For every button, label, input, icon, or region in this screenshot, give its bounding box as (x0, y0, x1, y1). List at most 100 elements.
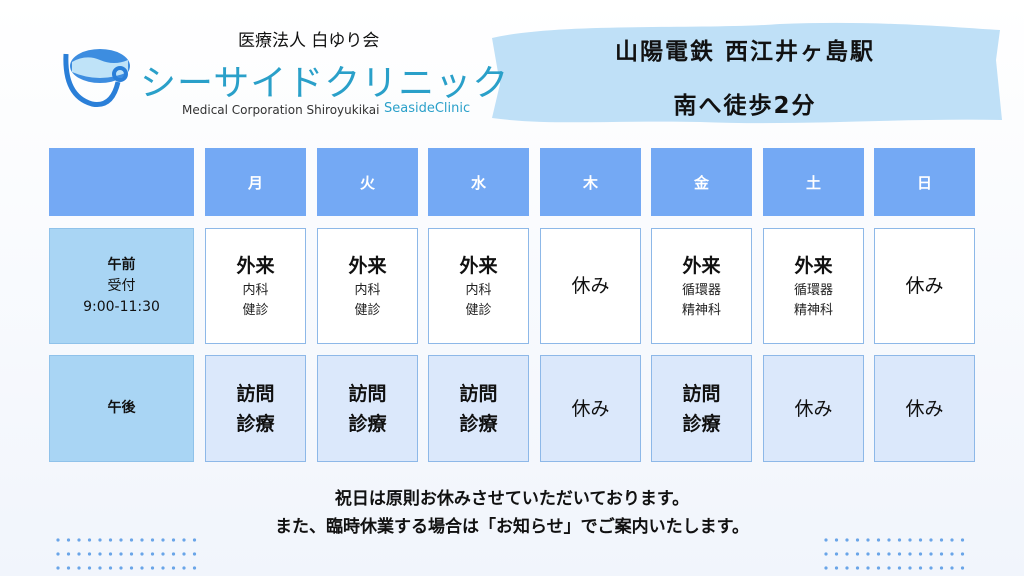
dot (897, 552, 902, 556)
dot (845, 552, 849, 556)
cell-title: 診療 (682, 412, 721, 435)
cell-sub: 精神科 (681, 303, 721, 318)
brand: SeasideClinic (384, 101, 471, 116)
dot (119, 552, 123, 556)
dot (108, 566, 113, 570)
day-header: 金 (651, 148, 752, 216)
dot (192, 566, 197, 570)
station-walk: 南へ徒歩2分 (673, 93, 817, 119)
dot (887, 552, 891, 556)
day-header: 月 (205, 148, 306, 216)
cell-title: 休み (794, 397, 833, 420)
dot (66, 552, 71, 556)
schedule-cell: 外来 内科 健診 (205, 228, 306, 344)
row-label-line: 午前 (107, 256, 136, 273)
cell-sub: 健診 (354, 303, 381, 318)
row-label-line: 9:00-11:30 (83, 298, 160, 315)
day-header: 土 (763, 148, 864, 216)
dot (855, 538, 860, 542)
dot (192, 552, 197, 556)
dot (171, 566, 176, 570)
row-label-line: 午後 (107, 400, 136, 416)
cell-title: 外来 (682, 255, 721, 277)
dots-left (56, 538, 197, 570)
dot (77, 552, 81, 556)
dot (77, 538, 81, 542)
dot (108, 538, 113, 542)
dot (192, 538, 197, 542)
dot (182, 538, 186, 542)
dot (140, 566, 144, 570)
row-label: 午前受付 9:00-11:30 (49, 228, 194, 344)
logo-icon (63, 49, 130, 108)
row-label-line: 受付 (107, 277, 136, 294)
cell-sub: 内科 (354, 283, 381, 298)
dot (182, 552, 186, 556)
note: 祝日は原則お休みさせていただいております。 (334, 489, 690, 509)
dot (960, 566, 965, 570)
cell-title: 訪問 (348, 382, 387, 405)
cell-title: 診療 (236, 412, 275, 435)
schedule-cell: 休み (540, 355, 641, 462)
cell-title: 訪問 (682, 382, 721, 405)
dot (56, 538, 60, 542)
cell-title: 外来 (459, 255, 498, 277)
schedule-cell: 訪問 診療 (205, 355, 306, 462)
dot (845, 538, 849, 542)
dot (876, 566, 881, 570)
dot (950, 552, 954, 556)
cell-sub: 循環器 (793, 283, 833, 298)
cell-title: 休み (905, 275, 944, 297)
dot (161, 552, 165, 556)
dot (66, 538, 71, 542)
dot (150, 566, 155, 570)
dot (887, 538, 891, 542)
schedule-cell: 訪問 診療 (428, 355, 529, 462)
clinic-sub: Medical Corporation Shiroyukikai (182, 103, 380, 117)
dot (161, 566, 165, 570)
dot (866, 552, 870, 556)
cell-title: 休み (571, 397, 610, 420)
dot (834, 552, 839, 556)
dot (855, 552, 860, 556)
dot (824, 552, 828, 556)
schedule-cell: 外来 循環器 精神科 (763, 228, 864, 344)
dot (866, 538, 870, 542)
day-header: 日 (874, 148, 975, 216)
dot (129, 538, 134, 542)
dot (56, 552, 60, 556)
cell-title: 休み (905, 397, 944, 420)
dot (150, 538, 155, 542)
corner-cell (49, 148, 194, 216)
org: 医療法人 白ゆり会 (238, 31, 380, 51)
dot (129, 552, 134, 556)
dot (929, 552, 933, 556)
cell-sub: 内科 (242, 283, 269, 298)
dot (108, 552, 113, 556)
dot (887, 566, 891, 570)
cell-sub: 健診 (465, 303, 492, 318)
dot (119, 538, 123, 542)
cell-title: 外来 (794, 255, 833, 277)
cell-sub: 精神科 (793, 303, 833, 318)
dot (87, 566, 92, 570)
dot (908, 552, 912, 556)
dot (834, 538, 839, 542)
cell-title: 訪問 (459, 382, 498, 405)
dot (129, 566, 134, 570)
station-line: 山陽電鉄 西江井ヶ島駅 (614, 39, 875, 65)
schedule-cell: 外来 循環器 精神科 (651, 228, 752, 344)
dot (182, 566, 186, 570)
dot (77, 566, 81, 570)
dot (960, 538, 965, 542)
dot (171, 538, 176, 542)
dot (918, 552, 923, 556)
dot (161, 538, 165, 542)
brush (492, 22, 1002, 124)
dot (897, 566, 902, 570)
dot (98, 552, 102, 556)
dot (855, 566, 860, 570)
dot (56, 566, 60, 570)
